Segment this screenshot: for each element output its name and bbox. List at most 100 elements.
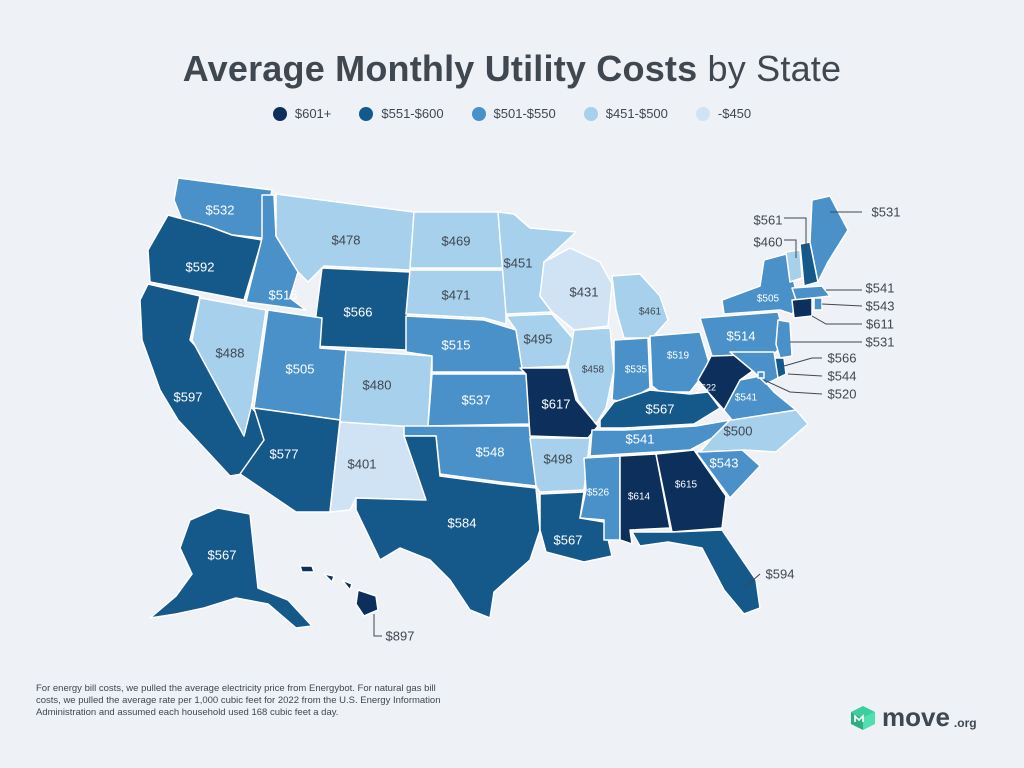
label-NV: $488 bbox=[216, 345, 245, 360]
leader-line bbox=[784, 217, 807, 250]
legend-item-501-550: $501-$550 bbox=[471, 106, 556, 121]
label-AL: $614 bbox=[628, 492, 651, 503]
label-MD: $544 bbox=[828, 368, 857, 383]
label-VA: $541 bbox=[735, 393, 758, 404]
label-AZ: $577 bbox=[270, 446, 299, 461]
legend-swatch bbox=[359, 106, 374, 121]
label-WY: $566 bbox=[344, 304, 373, 319]
label-DE: $566 bbox=[828, 350, 857, 365]
label-WV: $622 bbox=[696, 382, 716, 392]
state-CT bbox=[791, 297, 813, 319]
label-OH: $519 bbox=[667, 351, 690, 362]
label-NY: $505 bbox=[757, 294, 780, 305]
legend-label: $501-$550 bbox=[493, 106, 556, 121]
state-SD bbox=[405, 269, 507, 325]
state-VT bbox=[785, 249, 803, 283]
state-MI bbox=[611, 273, 669, 339]
label-NH: $561 bbox=[754, 212, 783, 227]
state-MD bbox=[729, 351, 779, 385]
title-bold: Average Monthly Utility Costs bbox=[182, 48, 698, 89]
legend-swatch bbox=[272, 106, 287, 121]
label-ND: $469 bbox=[442, 233, 471, 248]
legend-label: $601+ bbox=[294, 106, 332, 121]
legend-label: $551-$600 bbox=[381, 106, 444, 121]
state-ID bbox=[245, 194, 307, 311]
label-DC: $520 bbox=[828, 386, 857, 401]
state-WI bbox=[539, 247, 613, 331]
label-MT: $478 bbox=[332, 232, 361, 247]
label-MS: $526 bbox=[587, 488, 610, 499]
legend-swatch bbox=[583, 106, 598, 121]
label-FL: $594 bbox=[766, 566, 795, 581]
label-AK: $567 bbox=[208, 547, 237, 562]
label-PA: $514 bbox=[727, 328, 756, 343]
label-KY: $567 bbox=[646, 401, 675, 416]
state-KY bbox=[599, 389, 721, 429]
state-RI bbox=[813, 297, 823, 311]
label-NM: $401 bbox=[348, 456, 377, 471]
label-MA: $541 bbox=[866, 280, 895, 295]
state-NV bbox=[191, 297, 267, 437]
label-CA: $597 bbox=[174, 389, 203, 404]
label-AR: $498 bbox=[544, 451, 573, 466]
label-SD: $471 bbox=[442, 287, 471, 302]
state-LA bbox=[539, 491, 613, 563]
leader-lines bbox=[373, 211, 863, 637]
leader-line bbox=[821, 303, 863, 307]
logo-cube-m bbox=[854, 713, 864, 722]
label-TN: $541 bbox=[626, 431, 655, 446]
state-AZ bbox=[239, 407, 341, 513]
state-TX bbox=[355, 435, 541, 619]
label-CO: $480 bbox=[363, 377, 392, 392]
label-OR: $592 bbox=[186, 259, 215, 274]
state-GA bbox=[655, 449, 727, 533]
footnote: For energy bill costs, we pulled the ave… bbox=[36, 683, 441, 718]
label-TX: $584 bbox=[448, 515, 477, 530]
label-LA: $567 bbox=[554, 532, 583, 547]
state-DC bbox=[757, 371, 765, 379]
state-MA bbox=[791, 285, 831, 301]
legend: $601+ $551-$600 $501-$550 $451-$500 -$45… bbox=[0, 106, 1024, 121]
leader-line bbox=[743, 573, 761, 589]
label-MI: $461 bbox=[639, 307, 662, 318]
legend-item-601-plus: $601+ bbox=[272, 106, 332, 121]
state-HI bbox=[299, 565, 379, 617]
label-ID: $515 bbox=[269, 287, 298, 302]
label-NE: $515 bbox=[442, 337, 471, 352]
legend-item-451-500: $451-$500 bbox=[583, 106, 668, 121]
label-ME: $531 bbox=[872, 204, 901, 219]
label-UT: $505 bbox=[286, 361, 315, 376]
state-OR bbox=[147, 214, 263, 301]
legend-item-551-600: $551-$600 bbox=[359, 106, 444, 121]
label-HI: $897 bbox=[386, 628, 415, 643]
legend-label: $451-$500 bbox=[605, 106, 668, 121]
label-SC: $543 bbox=[710, 455, 739, 470]
legend-swatch bbox=[471, 106, 486, 121]
state-IA bbox=[505, 313, 575, 369]
state-ME bbox=[809, 195, 849, 283]
title-rest: by State bbox=[707, 48, 842, 89]
state-AR bbox=[529, 437, 591, 493]
label-NJ: $531 bbox=[866, 334, 895, 349]
label-MN: $451 bbox=[504, 255, 533, 270]
state-shapes bbox=[139, 177, 849, 629]
move-org-logo: move .org bbox=[848, 702, 977, 733]
label-IA: $495 bbox=[524, 331, 553, 346]
page-title: Average Monthly Utility Costs by State bbox=[0, 48, 1024, 90]
label-MO: $617 bbox=[542, 396, 571, 411]
state-FL bbox=[631, 529, 761, 615]
label-KS: $537 bbox=[462, 392, 491, 407]
label-IN: $535 bbox=[625, 365, 648, 376]
state-IL bbox=[567, 327, 615, 425]
leader-line bbox=[763, 379, 823, 395]
label-GA: $615 bbox=[675, 480, 698, 491]
leader-line bbox=[787, 373, 823, 377]
state-NE bbox=[405, 315, 527, 373]
label-WI: $431 bbox=[570, 284, 599, 299]
logo-suffix: .org bbox=[953, 715, 977, 730]
logo-cube-left bbox=[851, 711, 863, 730]
label-RI: $543 bbox=[866, 298, 895, 313]
logo-cube-right bbox=[863, 711, 875, 730]
logo-name: move bbox=[882, 702, 950, 732]
